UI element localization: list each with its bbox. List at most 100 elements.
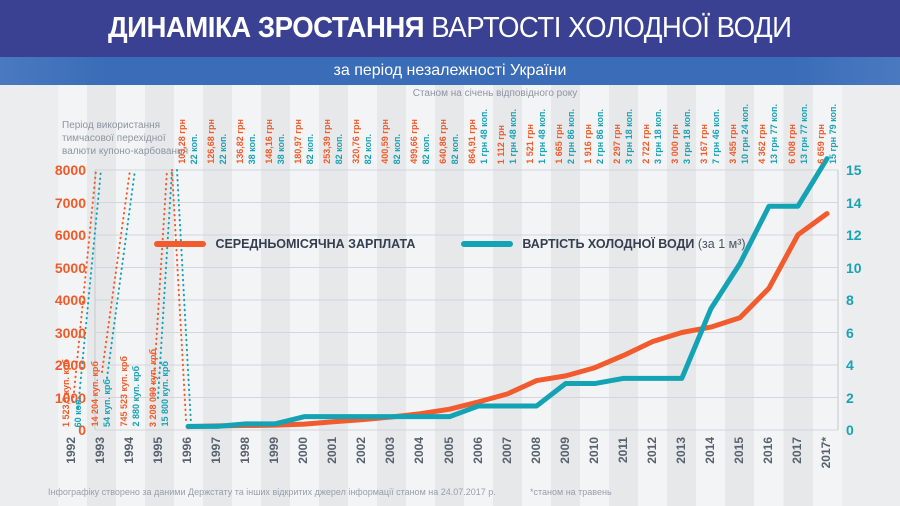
salary-value-label: 3 167 грн [699,124,710,164]
year-label: 2012 [644,437,659,464]
legend-item-water: ВАРТІСТЬ ХОЛОДНОЇ ВОДИ (за 1 м³) [461,237,746,251]
water-value-label: 38 коп. [275,133,286,164]
water-value-label: 15 800 куп. крб [159,361,170,427]
water-value-label: 22 коп. [188,133,199,164]
year-stripe [405,85,435,506]
left-axis-tick: 5000 [54,259,86,276]
right-axis-tick: 8 [846,292,854,308]
water-value-label: 82 коп. [304,133,315,164]
year-stripe [522,85,552,506]
year-stripe [464,85,494,506]
salary-offscale-dotted-line [101,169,131,373]
salary-value-label: 148,16 грн [263,119,274,164]
salary-value-label: 6 659 грн [815,124,826,164]
water-value-label: 82 коп. [420,133,431,164]
right-axis-tick: 12 [846,227,862,243]
salary-value-label: 136,82 грн [234,119,245,164]
salary-value-label: 180,97 грн [292,119,303,164]
right-axis-tick: 6 [846,324,854,341]
year-label: 1995 [151,437,166,464]
water-value-label: 54 куп. крб [101,378,112,427]
legend-item-salary: СЕРЕДНЬОМІСЯЧНА ЗАРПЛАТА [154,237,415,251]
legend-label-water: ВАРТІСТЬ ХОЛОДНОЇ ВОДИ (за 1 м³) [522,237,746,251]
year-label: 1994 [122,437,137,464]
year-stripe [347,85,377,506]
year-label: 2017* [819,437,834,469]
water-value-label: 13 грн 77 коп. [798,103,809,164]
salary-value-label: 499,66 грн [408,119,419,164]
salary-value-label: 320,76 грн [350,119,361,164]
year-label: 2015 [731,437,746,464]
year-label: 2001 [325,437,340,464]
year-stripe [667,85,697,506]
page-subtitle: за період незалежності України [333,62,567,79]
left-axis-tick: 4000 [54,292,86,308]
year-stripe [86,85,116,506]
asterisk-footnote: *станом на травень [530,487,612,497]
top-note: Станом на січень відповідного року [412,88,578,99]
year-stripe [638,85,668,506]
water-value-label: 82 коп. [450,133,461,164]
year-stripe [57,85,87,506]
salary-value-label: 103,28 грн [176,119,187,164]
water-value-label: 60 коп. [72,396,83,427]
year-label: 2004 [412,437,427,464]
salary-value-label: 2 297 грн [612,124,623,164]
page-title-bold: ДИНАМІКА ЗРОСТАННЯ [108,12,425,44]
page-title-rest: ВАРТОСТІ ХОЛОДНОЇ ВОДИ [424,12,793,44]
water-value-label: 82 коп. [362,133,373,164]
water-value-label: 15 грн 79 коп. [827,103,838,164]
year-label: 2014 [702,437,717,464]
year-stripe [580,85,610,506]
salary-value-label: 864,91 грн [467,119,478,164]
water-value-label: 1 грн 48 коп. [508,108,519,164]
right-axis-tick: 15 [846,162,862,178]
salary-value-label: 4 362 грн [757,124,768,164]
year-label: 2008 [528,437,543,464]
salary-value-label: 126,68 грн [205,119,216,164]
salary-value-label: 1 523,5 куп. крб [60,358,71,427]
year-stripe [493,85,523,506]
salary-value-label: 3 208 000 куп. крб [147,348,158,427]
water-line [185,156,830,429]
year-label: 2002 [354,437,369,464]
year-label: 2003 [383,437,398,464]
salary-value-label: 1 112 грн [496,124,507,164]
salary-line-swatch [154,241,207,247]
water-value-label: 3 грн 18 коп. [624,108,635,164]
year-stripe [144,85,174,506]
left-axis-tick: 1000 [54,389,86,406]
year-stripe [725,85,755,506]
year-stripe [609,85,639,506]
water-offscale-dotted-line [77,169,102,409]
right-axis-tick: 4 [846,357,854,373]
year-label: 2007 [499,437,514,464]
salary-value-label: 14 204 куп. крб [89,361,100,427]
salary-value-label: 1 521 грн [525,124,536,164]
salary-offscale-dotted-line [72,169,97,403]
right-axis-tick: 14 [846,194,862,211]
year-stripe [783,85,813,506]
year-stripe [435,85,465,506]
water-offscale-dotted-line [106,169,136,379]
year-stripe [318,85,348,506]
water-value-label: 10 грн 24 коп. [740,103,751,164]
water-value-label: 3 грн 18 коп. [682,108,693,164]
source-footnote: Інфографіку створено за даними Держстату… [48,487,496,497]
water-value-label: 2 880 куп. крб [130,366,141,427]
salary-offscale-dotted-line [171,169,187,421]
water-value-label: 22 коп. [217,133,228,164]
year-stripe [115,85,145,506]
salary-value-label: 745 523 куп. крб [118,356,129,427]
year-label: 1998 [238,437,253,464]
left-axis-tick: 3000 [54,324,86,341]
year-label: 2010 [586,437,601,464]
year-label: 2011 [615,437,630,464]
year-stripe [231,85,261,506]
left-axis-tick: 7000 [54,194,86,211]
salary-value-label: 3 000 грн [670,124,681,164]
salary-value-label: 640,86 грн [438,119,449,164]
page-title: ДИНАМІКА ЗРОСТАННЯ ВАРТОСТІ ХОЛОДНОЇ ВОД… [108,12,792,45]
